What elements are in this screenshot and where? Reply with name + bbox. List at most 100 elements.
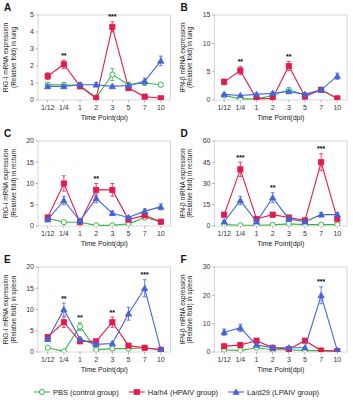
x-tick-label: 5: [303, 356, 307, 363]
error-bar-cap: [287, 70, 291, 71]
x-tick-label: 5: [303, 104, 307, 111]
marker: [238, 348, 243, 352]
marker: [77, 336, 83, 341]
panel-title: C: [4, 128, 11, 139]
marker: [270, 345, 276, 350]
y-tick: [36, 330, 39, 331]
y-axis-label-line: (Relative fold) in spleen: [186, 275, 194, 343]
x-tick: [272, 100, 273, 103]
marker: [45, 83, 51, 88]
error-bar: [110, 69, 114, 81]
x-tick-label: 10: [157, 356, 165, 363]
panel: 01020301/121/41235710Time Point(dpi)IFN-…: [179, 254, 348, 374]
series: [222, 221, 340, 226]
marker: [94, 347, 99, 352]
x-tick-label: 2: [271, 230, 275, 237]
y-tick-label: 60: [203, 137, 211, 144]
y-tick-label: 0: [207, 222, 211, 229]
error-bar-cap: [62, 191, 66, 192]
marker: [158, 204, 164, 209]
panel-title: D: [181, 128, 188, 139]
marker: [302, 91, 308, 96]
marker: [319, 348, 324, 352]
x-tick: [272, 226, 273, 229]
x-axis-label: Time Point(dpi): [81, 366, 128, 374]
marker: [93, 195, 99, 200]
y-tick: [36, 100, 39, 101]
series: [45, 317, 163, 352]
y-tick-label: 5: [30, 327, 34, 334]
error-bar-cap: [62, 303, 66, 304]
significance-label: ***: [236, 154, 244, 161]
x-tick: [112, 352, 113, 355]
legend-item: Ha/h4 (HPAIV group): [129, 388, 219, 397]
series: [222, 61, 340, 100]
marker: [334, 347, 340, 352]
error-bar: [238, 162, 242, 176]
error-bar-cap: [110, 327, 114, 328]
x-tick: [288, 352, 289, 355]
marker: [93, 341, 99, 346]
marker: [253, 342, 259, 347]
significance-label: **: [61, 295, 67, 302]
marker: [158, 58, 164, 63]
error-bar-cap: [62, 317, 66, 318]
y-axis-label: IFN-β mRNA expression(Relative fold) in …: [179, 148, 195, 219]
x-tick: [63, 100, 64, 103]
error-bar: [222, 213, 226, 217]
x-tick-label: 1/4: [235, 104, 245, 111]
error-bar-cap: [287, 61, 291, 62]
marker: [94, 223, 99, 226]
y-axis-label-line: (Relative fold) in rectum: [10, 149, 18, 218]
marker: [93, 82, 99, 87]
y-tick-label: 1: [30, 79, 34, 86]
series: [45, 280, 164, 352]
significance-label: **: [110, 309, 116, 316]
panel-title: B: [181, 2, 188, 13]
y-tick-label: 45: [203, 159, 211, 166]
marker: [238, 167, 243, 172]
error-bar-cap: [159, 56, 163, 57]
marker: [270, 90, 276, 95]
x-tick-label: 1/4: [235, 230, 245, 237]
error-bar-cap: [110, 317, 114, 318]
error-bar-cap: [78, 322, 82, 323]
x-tick: [47, 226, 48, 229]
marker: [142, 78, 148, 83]
x-tick-label: 3: [287, 104, 291, 111]
marker: [110, 320, 115, 325]
marker: [334, 73, 340, 78]
y-axis-label-line: (Relative fold) in spleen: [10, 275, 18, 343]
x-tick: [160, 100, 161, 103]
x-axis-label: Time Point(dpi): [81, 114, 128, 122]
y-tick-label: 5: [207, 68, 211, 75]
error-bar: [110, 317, 114, 327]
marker: [335, 96, 340, 100]
error-bar-cap: [110, 80, 114, 81]
y-tick-label: 3: [30, 45, 34, 52]
x-tick-label: 1: [255, 230, 259, 237]
marker: [286, 63, 291, 68]
y-tick: [212, 183, 215, 184]
marker: [318, 87, 324, 92]
y-tick: [212, 295, 215, 296]
y-axis-label-line: (Relative fold) in rectum: [186, 149, 194, 218]
marker: [221, 329, 227, 334]
significance-label: ***: [317, 278, 325, 285]
marker: [237, 92, 243, 97]
error-bar-cap: [319, 286, 323, 287]
x-tick: [144, 352, 145, 355]
marker: [45, 345, 50, 350]
significance-label: **: [93, 175, 99, 182]
error-bar-cap: [110, 196, 114, 197]
error-bar-cap: [62, 315, 66, 316]
y-tick: [36, 226, 39, 227]
x-tick: [112, 100, 113, 103]
y-tick-label: 30: [203, 180, 211, 187]
y-tick-label: 5: [30, 11, 34, 18]
error-bar-cap: [222, 335, 226, 336]
panel: 0153045601/121/41235710Time Point(dpi)IF…: [179, 128, 348, 248]
marker: [110, 346, 115, 351]
error-bar: [62, 60, 66, 69]
x-tick: [256, 100, 257, 103]
